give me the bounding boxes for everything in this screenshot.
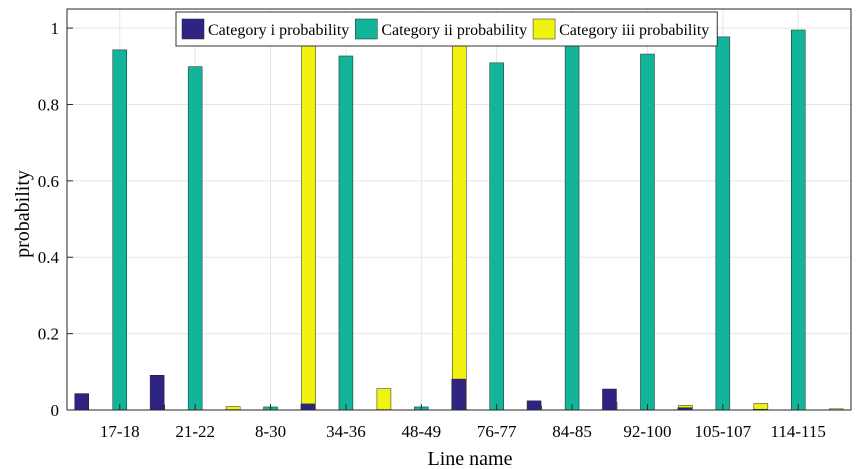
legend-box [175,11,718,47]
x-axis-label: Line name [428,448,513,469]
y-tick-label: 0.2 [38,325,59,344]
bar [300,403,316,411]
bar [112,49,128,411]
bars [74,29,844,411]
x-tick-label: 8-30 [255,422,286,441]
bar [301,31,316,411]
x-tick-label: 17-18 [100,422,140,441]
y-axis-label: probability [12,170,34,258]
y-tick-label: 1 [51,19,60,38]
bar [602,388,617,411]
bar [338,55,354,411]
x-tick-label: 114-115 [771,422,826,441]
bar [526,400,542,411]
bar [451,378,466,411]
legend-swatch [532,18,556,40]
x-tick-label: 34-36 [326,422,366,441]
x-tick-label: 92-100 [623,422,671,441]
y-axis-ticks: 0 0.2 0.4 0.6 0.8 1 [38,19,73,420]
legend-swatch [181,18,205,40]
legend-label: Category i probability [208,22,349,39]
bar [74,393,90,411]
y-tick-label: 0.6 [38,172,59,191]
x-tick-label: 21-22 [175,422,215,441]
x-tick-label: 105-107 [695,422,752,441]
bar [187,66,203,411]
y-tick-label: 0.8 [38,95,59,114]
bar [376,388,392,411]
legend-swatch [355,18,378,40]
bar [790,29,806,411]
bar [452,31,467,411]
bar [640,53,655,411]
y-tick-label: 0 [51,401,60,420]
legend-label: Category ii probability [381,22,527,39]
x-axis-ticks: 17-18 21-22 8-30 34-36 48-49 76-77 84-85 92-100… [100,404,826,441]
legend: Category i probability Category ii probab… [175,11,718,47]
legend-label: Category iii probability [559,22,709,39]
bar [564,45,580,411]
x-tick-label: 76-77 [477,422,517,441]
x-tick-label: 84-85 [552,422,592,441]
x-tick-label: 48-49 [401,422,441,441]
bar [715,36,731,411]
bar [149,374,165,411]
y-tick-label: 0.4 [38,248,60,267]
bar [489,62,504,411]
plot-frame [66,8,852,411]
